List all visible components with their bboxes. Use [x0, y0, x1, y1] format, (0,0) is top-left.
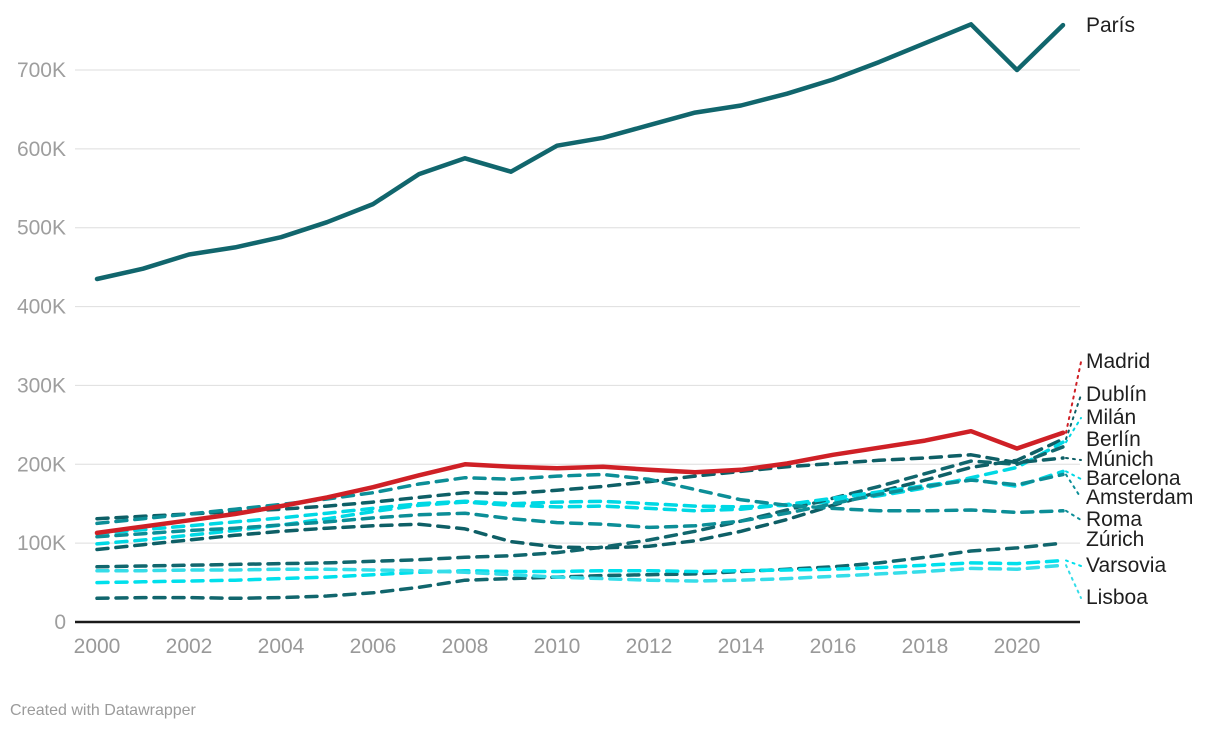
- series-line-lisboa: [95, 563, 1065, 583]
- datawrapper-credit: Created with Datawrapper: [10, 702, 196, 719]
- label-leader-varsovia: [1065, 559, 1082, 567]
- x-axis-tick-2012: 2012: [626, 635, 673, 658]
- x-axis-tick-2004: 2004: [258, 635, 305, 658]
- label-leader-barcelona: [1065, 470, 1082, 480]
- series-label-milan: Milán: [1086, 406, 1136, 429]
- label-leader-milan: [1065, 417, 1082, 444]
- series-line-amsterdam: [95, 472, 1065, 539]
- series-line-barcelona: [95, 469, 1065, 546]
- series-line-roma: [95, 472, 1065, 526]
- label-leader-madrid: [1065, 361, 1082, 434]
- x-axis-tick-2002: 2002: [166, 635, 213, 658]
- series-label-dublin: Dublín: [1086, 383, 1147, 406]
- series-label-berlin: Berlín: [1086, 428, 1141, 451]
- x-axis-tick-2006: 2006: [350, 635, 397, 658]
- y-axis-tick-600K: 600K: [17, 138, 66, 161]
- series-line-dublin: [95, 437, 1065, 552]
- x-axis-tick-2018: 2018: [902, 635, 949, 658]
- y-axis-tick-100K: 100K: [17, 532, 66, 555]
- y-axis-tick-300K: 300K: [17, 374, 66, 397]
- series-label-barcelona: Barcelona: [1086, 467, 1181, 490]
- series-label-paris: París: [1086, 14, 1135, 37]
- label-leader-dublin: [1065, 394, 1082, 441]
- label-leader-roma: [1065, 509, 1082, 521]
- y-axis-tick-500K: 500K: [17, 217, 66, 240]
- series-label-zurich: Zúrich: [1086, 528, 1144, 551]
- y-axis-tick-700K: 700K: [17, 59, 66, 82]
- label-leader-amsterdam: [1065, 473, 1082, 499]
- x-axis-tick-2014: 2014: [718, 635, 765, 658]
- series-line-varsovia: [95, 558, 1065, 585]
- series-line-paris: [94, 22, 1066, 282]
- series-label-munich: Múnich: [1086, 448, 1154, 471]
- series-label-amsterdam: Amsterdam: [1086, 486, 1193, 509]
- x-axis-tick-2000: 2000: [74, 635, 121, 658]
- label-leader-lisboa: [1065, 564, 1082, 599]
- series-label-varsovia: Varsovia: [1086, 554, 1166, 577]
- series-label-lisboa: Lisboa: [1086, 586, 1148, 609]
- y-axis-tick-0: 0: [54, 611, 66, 634]
- series-line-berlin: [95, 445, 1065, 569]
- x-axis-tick-2020: 2020: [994, 635, 1041, 658]
- series-line-madrid: [94, 428, 1066, 536]
- x-axis-tick-2010: 2010: [534, 635, 581, 658]
- series-label-roma: Roma: [1086, 508, 1142, 531]
- x-axis-tick-2016: 2016: [810, 635, 857, 658]
- label-leader-munich: [1065, 456, 1082, 461]
- y-axis-tick-400K: 400K: [17, 296, 66, 319]
- y-axis-tick-200K: 200K: [17, 453, 66, 476]
- series-label-madrid: Madrid: [1086, 350, 1150, 373]
- x-axis-tick-2008: 2008: [442, 635, 489, 658]
